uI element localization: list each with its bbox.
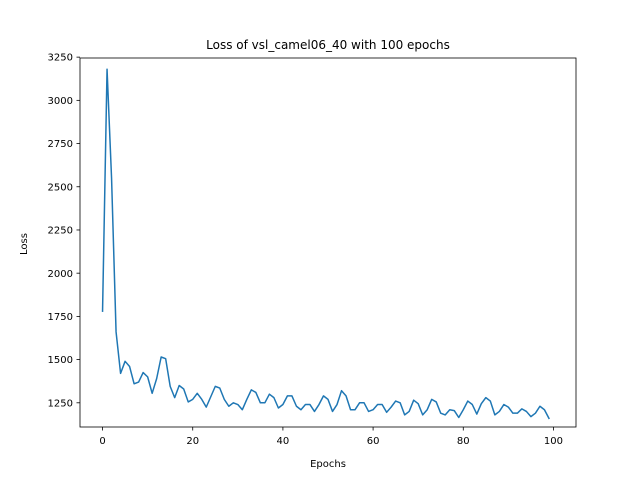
x-tick-label: 60 [367,436,380,447]
y-tick-label: 2250 [48,226,73,237]
x-tick-label: 0 [99,436,105,447]
y-tick-label: 3000 [48,96,73,107]
x-tick-label: 40 [277,436,290,447]
y-tick-label: 3250 [48,53,73,64]
y-tick-label: 1750 [48,312,73,323]
x-tick-label: 20 [186,436,199,447]
plot-area: 0 20 40 60 80 100 1250 1500 1750 2000 2250 2500 2750… [48,53,577,447]
y-tick-label: 2500 [48,182,73,193]
x-tick-label: 80 [457,436,470,447]
loss-series-line [101,68,550,420]
chart-title: Loss of vsl_camel06_40 with 100 epochs [206,38,450,52]
y-axis-label: Loss [19,233,30,255]
y-tick-label: 2000 [48,269,73,280]
axes-frame [79,57,577,428]
y-tick-label: 2750 [48,139,73,150]
y-tick-label: 1250 [48,398,73,409]
x-tick-label: 100 [544,436,563,447]
x-axis-label: Epochs [310,459,346,470]
y-tick-label: 1500 [48,355,73,366]
